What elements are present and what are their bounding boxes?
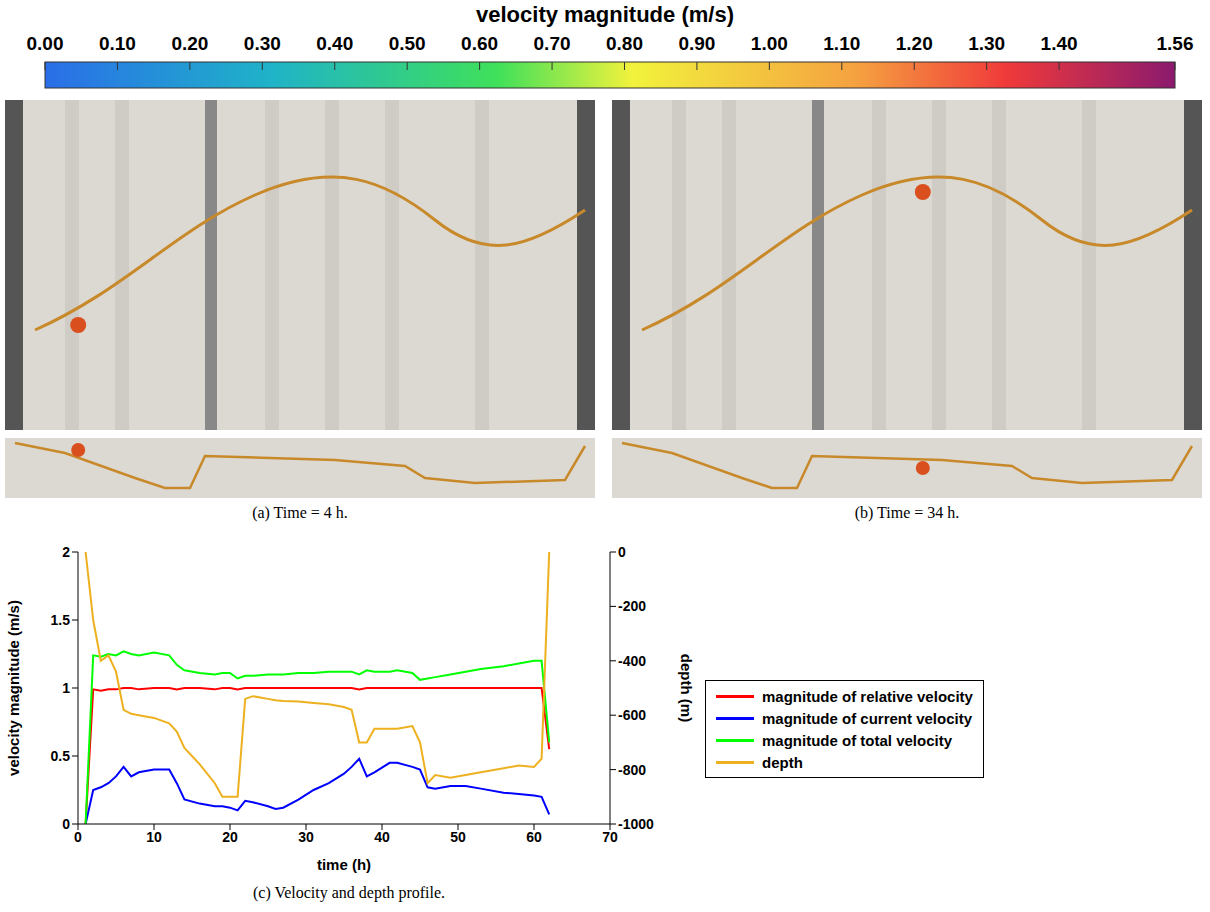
svg-text:0.50: 0.50 [389,33,426,54]
svg-text:30: 30 [298,829,314,845]
html-text:magnitude of current velocity: magnitude of current velocity [762,709,972,727]
svg-text:0.30: 0.30 [244,33,281,54]
svg-text:50: 50 [450,829,466,845]
svg-text:-400: -400 [618,653,646,669]
svg-text:60: 60 [526,829,542,845]
svg-text:1: 1 [62,680,70,696]
html-text:(c) Velocity and depth profile: (c) Velocity and depth profile. [253,884,445,901]
svg-text:10: 10 [146,829,162,845]
svg-text:40: 40 [374,829,390,845]
html-text:depth: depth [762,753,803,771]
svg-text:0.10: 0.10 [99,33,136,54]
svg-text:2: 2 [62,544,70,560]
svg-text:0.70: 0.70 [534,33,571,54]
svg-text:1.5: 1.5 [51,612,71,628]
svg-text:0.80: 0.80 [606,33,643,54]
svg-text:1.30: 1.30 [968,33,1005,54]
svg-text:-200: -200 [618,598,646,614]
html-text:(b) Time = 34 h.: (b) Time = 34 h. [854,504,960,521]
svg-text:0.60: 0.60 [461,33,498,54]
svg-text:70: 70 [602,829,618,845]
svg-text:-800: -800 [618,762,646,778]
html-text:(a) Time = 4 h.: (a) Time = 4 h. [252,504,348,521]
svg-text:1.10: 1.10 [823,33,860,54]
svg-text:depth (m): depth (m) [678,654,695,722]
svg-text:1.56: 1.56 [1157,33,1194,54]
svg-text:-1000: -1000 [618,816,654,832]
svg-text:0: 0 [62,816,70,832]
svg-text:1.20: 1.20 [896,33,933,54]
svg-text:velocity magnitude (m/s): velocity magnitude (m/s) [5,600,22,776]
svg-text:20: 20 [222,829,238,845]
svg-text:0.90: 0.90 [678,33,715,54]
svg-text:velocity magnitude (m/s): velocity magnitude (m/s) [476,2,734,27]
html-text:magnitude of relative velocity: magnitude of relative velocity [762,687,973,705]
svg-text:0.5: 0.5 [51,748,71,764]
svg-text:1.40: 1.40 [1041,33,1078,54]
html-text:magnitude of total velocity: magnitude of total velocity [762,731,952,749]
svg-text:0.00: 0.00 [27,33,64,54]
svg-text:0: 0 [618,544,626,560]
svg-text:1.00: 1.00 [751,33,788,54]
svg-text:time (h): time (h) [317,856,371,873]
svg-text:0: 0 [74,829,82,845]
svg-text:-600: -600 [618,707,646,723]
svg-text:0.20: 0.20 [171,33,208,54]
svg-text:0.40: 0.40 [316,33,353,54]
